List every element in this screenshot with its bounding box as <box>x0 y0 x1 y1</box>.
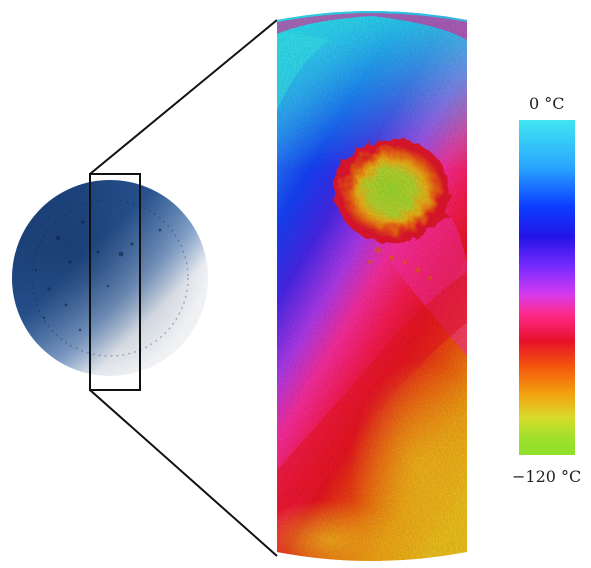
selection-box <box>89 173 141 391</box>
scale-top-label: 0 °C <box>529 94 565 113</box>
puck-sample-dots <box>34 216 162 332</box>
scale-bottom-label: −120 °C <box>512 467 582 486</box>
temperature-color-scale <box>519 120 575 455</box>
puck-inner-ring <box>31 199 189 357</box>
sample-puck <box>12 180 208 376</box>
zoom-line-top <box>89 19 278 175</box>
zoom-line-bottom <box>89 389 278 557</box>
thermal-image <box>277 11 467 561</box>
